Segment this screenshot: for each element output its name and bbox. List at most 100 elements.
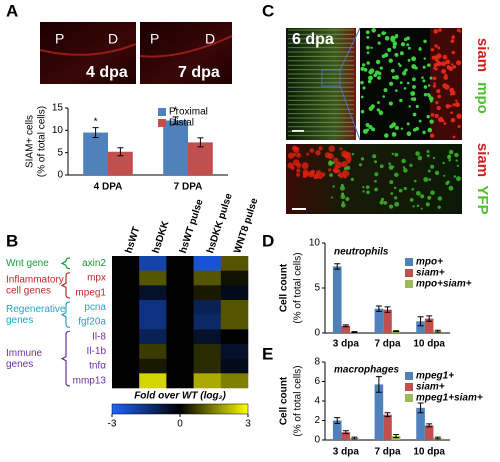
cell-dot: [394, 196, 398, 200]
colorbar-tick-label: 0: [177, 419, 183, 430]
cell-dot: [306, 152, 310, 156]
row-label: mpx: [87, 273, 106, 284]
group-label: Wnt gene: [6, 258, 49, 269]
cell-dot: [436, 88, 441, 94]
legend-label: siam+: [416, 382, 445, 393]
cell-dot: [451, 63, 454, 66]
cell-dot: [409, 163, 413, 167]
cell-dot: [399, 51, 404, 56]
cell-dot: [388, 162, 392, 166]
error-bar: [417, 316, 424, 327]
cell-dot: [292, 152, 297, 157]
cell-dot: [384, 35, 390, 41]
cell-dot: [456, 113, 462, 119]
cell-dot: [394, 35, 398, 39]
group-label: Immune: [6, 348, 43, 359]
error-bar: [351, 331, 358, 334]
image-label: D: [205, 31, 215, 47]
cell-dot: [452, 135, 456, 139]
cell-dot: [376, 108, 380, 112]
cell-dot: [366, 51, 370, 55]
cell-dot: [423, 57, 426, 60]
error-bar: [334, 417, 341, 424]
legend-label: Proximal: [169, 107, 208, 118]
cell-dot: [338, 172, 345, 179]
column-label: hsWT pulse: [178, 198, 206, 255]
cell-dot: [394, 201, 400, 207]
cell-dot: [417, 155, 423, 161]
cell-dot: [436, 105, 441, 111]
cell-dot: [397, 62, 401, 66]
cell-dot: [369, 68, 375, 74]
bar: [341, 325, 351, 333]
heat-cell: [112, 314, 140, 330]
cell-dot: [430, 190, 435, 196]
heat-cell: [193, 344, 222, 359]
heat-cell: [220, 285, 249, 301]
bar: [374, 384, 384, 440]
column-label: hsWT: [124, 225, 143, 254]
cell-dot: [412, 85, 416, 89]
cell-dot: [381, 54, 386, 59]
x-tick-label: 3 dpa: [333, 339, 360, 350]
cell-dot: [420, 207, 423, 210]
heat-cell: [139, 344, 167, 359]
cell-dot: [318, 146, 323, 151]
cell-dot: [394, 125, 399, 130]
row-label: axin2: [82, 258, 106, 269]
bar: [163, 120, 188, 175]
cell-dot: [368, 125, 373, 130]
heat-cell: [193, 373, 222, 389]
cell-dot: [436, 53, 442, 59]
y-tick-label: 15: [52, 103, 64, 114]
x-tick-label: 3 dpa: [333, 447, 360, 458]
legend-label: Distal: [169, 118, 194, 129]
cell-dot: [450, 117, 456, 123]
cell-dot: [426, 114, 430, 119]
cell-dot: [366, 45, 370, 50]
legend-swatch: [405, 383, 413, 391]
cell-dot: [362, 86, 366, 90]
cell-dot: [442, 54, 448, 60]
heat-cell: [166, 300, 194, 315]
heat-cell: [166, 314, 194, 330]
cell-dot: [392, 165, 395, 168]
bar: [383, 414, 392, 440]
error-bar: [351, 436, 358, 440]
x-tick-label: 7 dpa: [374, 339, 401, 350]
y-tick-label: 10: [309, 238, 321, 249]
group-label: Inflammatory: [6, 274, 64, 285]
group-label: genes: [6, 315, 33, 326]
y-tick-label: 0: [314, 435, 320, 446]
cell-dot: [360, 157, 365, 161]
group-bracket: [60, 301, 71, 328]
heat-cell: [139, 300, 167, 315]
cell-dot: [436, 61, 442, 67]
heat-cell: [112, 358, 140, 374]
error-bar: [393, 330, 400, 333]
cell-dot: [423, 85, 428, 89]
legend-label: siam+: [416, 268, 445, 279]
cell-dot: [433, 82, 436, 85]
cell-dot: [429, 76, 433, 80]
heat-cell: [166, 344, 194, 359]
scale-bar: [292, 208, 306, 210]
error-bar: [434, 329, 441, 333]
cell-dot: [400, 127, 404, 130]
column-label: WNT8 pulse: [232, 197, 260, 255]
cell-dot: [415, 190, 421, 196]
cell-dot: [383, 31, 387, 35]
stain-label: mpo: [474, 82, 491, 114]
cell-dot: [422, 79, 426, 83]
cell-dot: [415, 151, 420, 156]
cell-dot: [362, 185, 365, 189]
error-bar: [417, 402, 424, 414]
cell-dot: [368, 75, 373, 81]
cell-dot: [371, 28, 376, 33]
heat-cell: [139, 270, 167, 286]
significance: *: [94, 116, 98, 127]
cell-dot: [454, 102, 460, 108]
cell-dot: [370, 46, 373, 49]
heat-cell: [166, 270, 194, 286]
cell-dot: [437, 94, 442, 99]
